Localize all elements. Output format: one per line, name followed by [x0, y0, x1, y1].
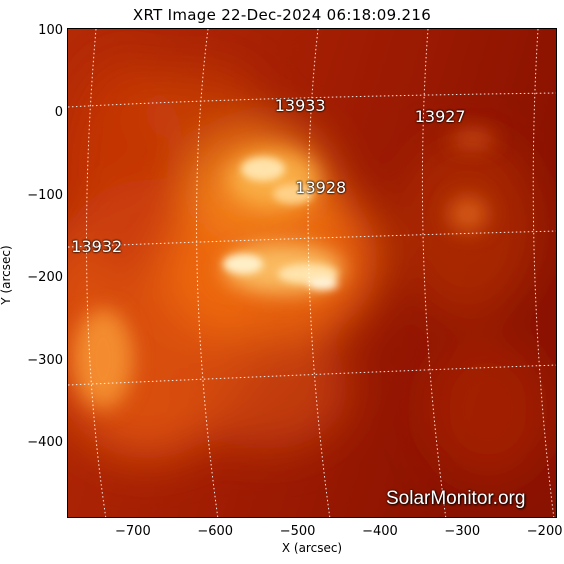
y-tick-label: 0: [54, 105, 63, 121]
solar-image-plot: 13933 13927 13928 13932: [67, 28, 557, 518]
active-region-label: 13928: [295, 177, 347, 197]
watermark: SolarMonitor.org: [386, 488, 526, 509]
active-region-label: 13933: [274, 95, 326, 115]
x-tick-label: −400: [362, 524, 398, 539]
x-tick-label: −200: [526, 524, 563, 539]
x-tick-label: −500: [279, 524, 316, 539]
heliographic-grid: [68, 29, 556, 517]
active-region-label: 13932: [71, 237, 123, 257]
y-tick-label: −400: [27, 434, 63, 450]
y-tick-label: 100: [38, 23, 63, 39]
x-axis-label: X (arcsec): [281, 541, 343, 555]
y-tick-label: −100: [27, 187, 63, 203]
coronal-glow: [68, 59, 548, 479]
image-title: XRT Image 22-Dec-2024 06:18:09.216: [132, 6, 432, 24]
active-region-label: 13927: [414, 107, 466, 127]
x-tick-label: −600: [197, 524, 234, 539]
y-axis-label: Y (arcsec): [0, 245, 13, 305]
x-tick-label: −300: [444, 524, 481, 539]
y-tick-label: −200: [27, 270, 63, 286]
y-tick-label: −300: [27, 352, 63, 368]
bright-loops: [223, 157, 338, 290]
xrt-solar-image: [68, 29, 556, 517]
x-tick-label: −700: [115, 524, 151, 539]
